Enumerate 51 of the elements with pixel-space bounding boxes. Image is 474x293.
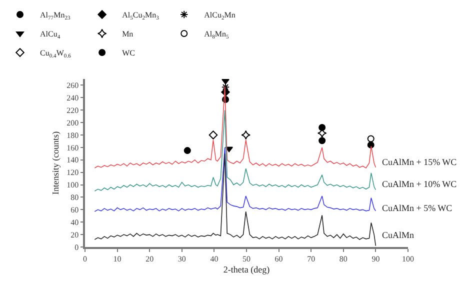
y-axis-title: Intensity (counts)	[50, 131, 60, 195]
x-tick-label: 90	[372, 254, 380, 264]
x-tick-label: 30	[178, 254, 186, 264]
series-label: CuAlMn	[382, 230, 415, 240]
point	[184, 147, 191, 154]
x-tick-label: 10	[113, 254, 122, 264]
legend-label: AlCu$_{4}$	[40, 30, 60, 40]
legend-label: AlCu$_{2}$Mn	[204, 10, 236, 22]
x-axis-title: 2-theta (deg)	[223, 264, 270, 275]
point	[241, 130, 251, 140]
series-label: CuAlMn + 5% WC	[382, 203, 452, 213]
y-tick-label: 0	[74, 242, 79, 252]
y-tick-label: 140	[66, 156, 79, 165]
x-tick-label: 40	[210, 254, 218, 264]
x-tick-label: 20	[146, 254, 154, 264]
legend-label: Al$_{77}$Mn$_{23}$	[40, 10, 71, 22]
point	[367, 141, 374, 148]
y-tick-label: 100	[66, 180, 79, 190]
y-tick-label: 220	[66, 106, 79, 115]
line-series	[94, 110, 376, 192]
y-tick-label: 60	[70, 205, 79, 214]
line-series	[94, 147, 376, 212]
x-tick-label: 60	[274, 254, 283, 264]
x-tick-label: 70	[307, 254, 316, 264]
legend-label: Al$_{5}$Cu$_{2}$Mn$_{3}$	[122, 10, 160, 22]
legend-label: Mn	[122, 30, 134, 39]
y-tick-label: 20	[70, 230, 79, 240]
series-label: CuAlMn + 10% WC	[382, 179, 457, 189]
y-tick-label: 160	[66, 143, 79, 152]
legend-label: Cu$_{0.4}$W$_{0.6}$	[40, 48, 72, 60]
y-tick-label: 200	[66, 118, 79, 128]
x-tick-label: 80	[339, 254, 348, 264]
point	[367, 135, 374, 142]
point	[318, 124, 326, 132]
line-series	[94, 153, 376, 246]
x-tick-label: 100	[402, 254, 414, 264]
point	[318, 137, 326, 144]
y-tick-label: 240	[66, 93, 79, 102]
line-series	[94, 86, 376, 168]
point	[208, 130, 218, 140]
series-label: CuAlMn + 15% WC	[382, 157, 457, 167]
y-tick-label: 40	[70, 218, 79, 227]
y-tick-label: 120	[66, 168, 79, 178]
y-tick-label: 180	[66, 130, 79, 140]
legend-label: Al$_{8}$Mn$_{5}$	[204, 30, 230, 40]
y-tick-label: 80	[70, 193, 79, 202]
point	[225, 146, 234, 152]
x-tick-label: 50	[242, 254, 250, 264]
legend-label: WC	[122, 48, 135, 58]
y-tick-label: 260	[66, 81, 79, 90]
x-tick-label: 0	[83, 254, 87, 264]
